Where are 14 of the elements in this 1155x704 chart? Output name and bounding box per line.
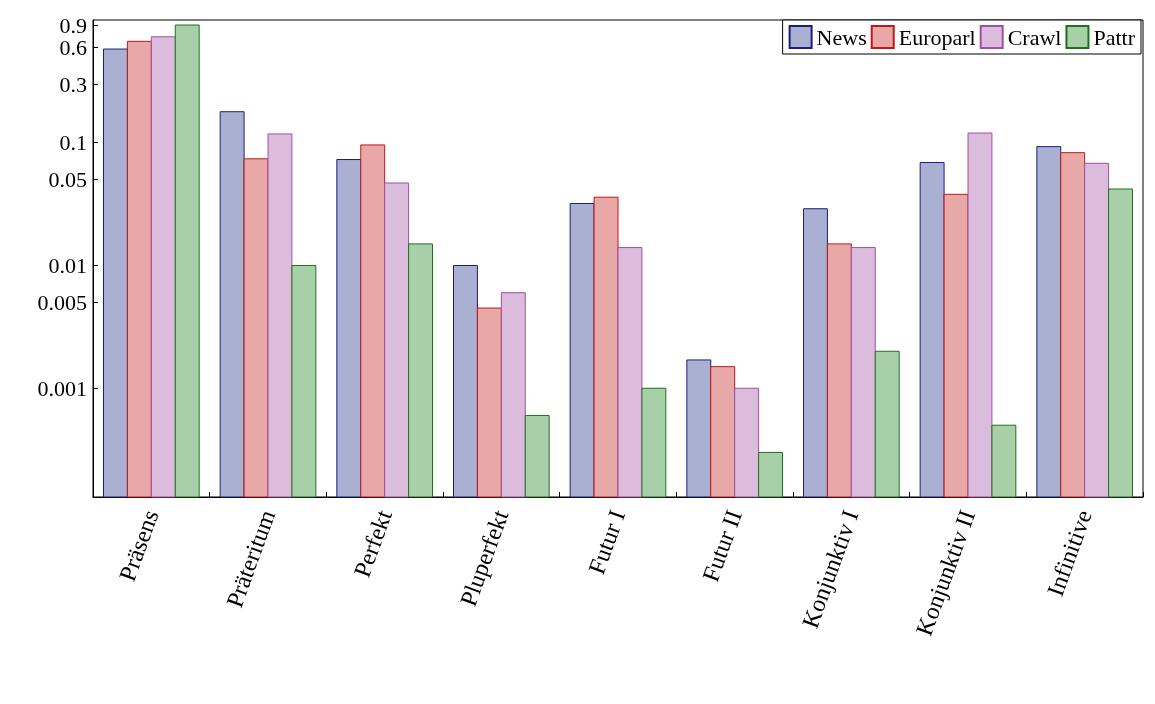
- x-tick-label: Perfekt: [348, 506, 397, 581]
- y-tick-label: 0.1: [59, 130, 87, 156]
- x-tick-label: Futur I: [583, 506, 631, 578]
- legend-label: News: [816, 24, 867, 50]
- y-tick-label: 0.05: [48, 167, 87, 193]
- y-tick-label: 0.001: [37, 375, 87, 401]
- y-tick-label: 0.01: [48, 252, 87, 278]
- y-tick-label: 0.005: [37, 289, 87, 315]
- x-tick-label: Futur II: [697, 506, 747, 585]
- x-tick-label: Präsens: [114, 506, 164, 585]
- legend-label: Pattr: [1093, 24, 1136, 50]
- y-tick-label: 0.3: [59, 71, 87, 97]
- legend-label: Crawl: [1007, 24, 1062, 50]
- legend-label: Europarl: [898, 24, 976, 50]
